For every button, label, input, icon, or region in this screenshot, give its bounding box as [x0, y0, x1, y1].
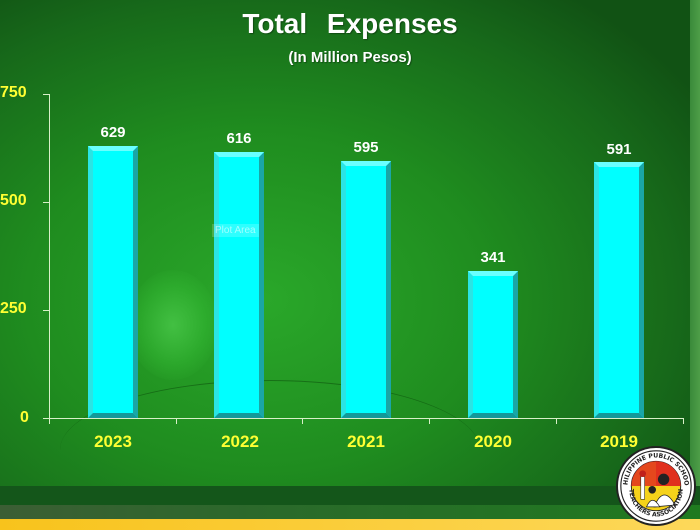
bar-bevel — [513, 271, 518, 418]
footer-band-mid — [0, 505, 700, 519]
background-glow — [128, 270, 218, 380]
y-axis-label: 0 — [20, 409, 29, 426]
y-axis-line — [49, 94, 50, 424]
y-axis-label: 750 — [0, 84, 27, 101]
x-tick — [302, 418, 303, 424]
y-axis-label: 250 — [0, 300, 27, 317]
x-tick — [176, 418, 177, 424]
bar-bevel — [133, 146, 138, 418]
bar-bevel — [259, 152, 264, 418]
data-label-2023: 629 — [100, 124, 126, 141]
bar-2019[interactable] — [594, 162, 644, 418]
y-tick-750 — [43, 94, 49, 95]
x-axis-label-2021: 2021 — [347, 432, 385, 451]
bar-bevel — [594, 162, 599, 418]
chart-title: Total Expenses — [242, 8, 458, 39]
bar-bevel — [468, 271, 518, 276]
ppsta-seal-icon: PHILIPPINE PUBLIC SCHOOL TEACHERS ASSOCI… — [618, 448, 692, 522]
plot-area-tooltip: Plot Area — [212, 224, 259, 237]
bar-2023[interactable] — [88, 146, 138, 418]
bar-bevel — [594, 413, 644, 418]
y-axis-label: 500 — [0, 192, 27, 209]
bar-bevel — [639, 162, 644, 418]
x-axis-line — [43, 418, 684, 419]
data-label-2021: 595 — [353, 139, 379, 156]
x-tick — [49, 418, 50, 424]
bar-bevel — [341, 413, 391, 418]
bar-2021[interactable] — [341, 161, 391, 418]
right-edge-strip — [690, 0, 700, 486]
x-tick — [556, 418, 557, 424]
x-axis-label-2022: 2022 — [221, 432, 259, 451]
bar-bevel — [386, 161, 391, 418]
bar-bevel — [341, 161, 391, 166]
bar-bevel — [468, 271, 473, 418]
x-axis-label-2019: 2019 — [600, 432, 638, 451]
chart-subtitle: (In Million Pesos) — [288, 49, 412, 66]
bar-2020[interactable] — [468, 271, 518, 418]
y-tick-500 — [43, 202, 49, 203]
x-axis-label-2023: 2023 — [94, 432, 132, 451]
y-tick-250 — [43, 310, 49, 311]
x-axis-label-2020: 2020 — [474, 432, 512, 451]
bar-bevel — [88, 413, 138, 418]
x-tick — [429, 418, 430, 424]
bar-bevel — [214, 152, 264, 157]
ppsta-logo: PHILIPPINE PUBLIC SCHOOL TEACHERS ASSOCI… — [616, 446, 696, 526]
footer-band-dark — [0, 486, 700, 505]
footer-band-yellow — [0, 519, 700, 530]
bar-bevel — [88, 146, 138, 151]
data-label-2020: 341 — [480, 249, 506, 266]
data-label-2022: 616 — [226, 130, 252, 147]
background-swoosh — [60, 380, 480, 520]
bar-bevel — [341, 161, 346, 418]
bar-2022[interactable] — [214, 152, 264, 418]
bar-bevel — [214, 413, 264, 418]
bar-bevel — [88, 146, 93, 418]
bar-bevel — [594, 162, 644, 167]
bar-bevel — [468, 413, 518, 418]
data-label-2019: 591 — [606, 141, 632, 158]
bar-bevel — [214, 152, 219, 418]
x-tick — [683, 418, 684, 424]
